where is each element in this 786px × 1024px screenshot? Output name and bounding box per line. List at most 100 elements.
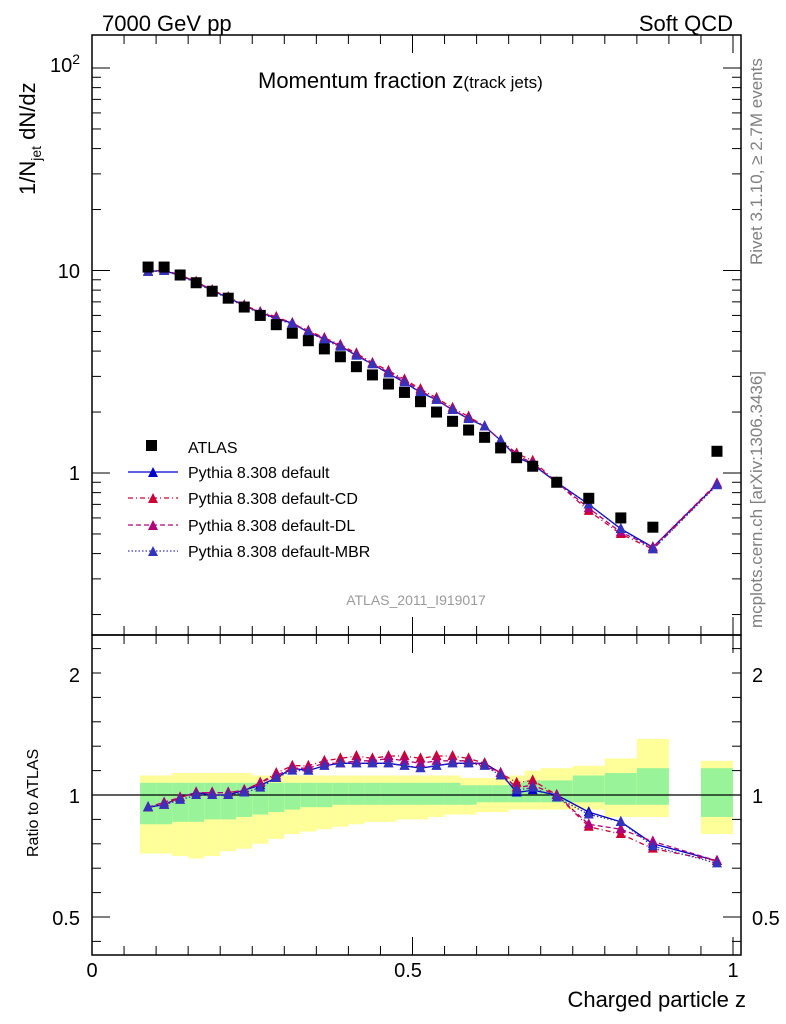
rivet-version-label: Rivet 3.1.10, ≥ 2.7M events [747,58,766,265]
ratio-y-tick-label-2-right: 2 [752,665,763,687]
atlas-data-point [142,261,154,273]
y-tick-label-1: 1 [69,463,80,485]
ratio-series-marker [303,764,314,775]
ratio-data-layer [143,749,722,868]
atlas-data-point [318,343,330,355]
legend-label-atlas: ATLAS [188,440,238,457]
ratio-series-marker [647,840,658,851]
ratio-series-marker [495,769,506,780]
atlas-data-point [415,396,427,408]
y-tick-label-100: 102 [50,51,80,77]
ratio-series-line [148,762,718,864]
ratio-series-marker [383,757,394,768]
legend-label-dl: Pythia 8.308 default-DL [188,518,355,535]
atlas-data-point [350,361,362,373]
main-series-marker [615,522,626,533]
ratio-band-inner [428,782,445,805]
main-series-marker [383,367,394,378]
main-series-marker [335,340,346,351]
main-series-marker [711,479,722,490]
ratio-y-tick-label-05-left: 0.5 [52,908,80,930]
main-series-marker [447,403,458,414]
main-data-layer [142,261,723,554]
ratio-band-inner [572,775,605,803]
main-series-line [148,269,718,551]
ratio-series-marker [159,798,170,809]
main-series-marker [463,412,474,423]
atlas-data-point [222,292,234,304]
main-series-marker [319,333,330,344]
x-tick-label-0: 0 [86,960,97,982]
main-series-marker [351,349,362,360]
main-series-marker [399,376,410,387]
ratio-band-inner [364,782,381,805]
ratio-band-inner [444,782,461,805]
ratio-series-marker [271,771,282,782]
mcplots-reference-label: mcplots.cern.ch [arXiv:1306.3436] [747,371,766,628]
atlas-data-point [551,476,563,488]
ratio-band-inner [700,768,733,817]
ratio-y-tick-label-1-left: 1 [69,786,80,808]
ratio-series-marker [527,781,538,792]
main-series-marker [415,386,426,397]
ratio-series-marker [711,857,722,868]
atlas-data-point [286,327,298,339]
main-series-marker [367,358,378,369]
ratio-band-inner [476,785,493,803]
legend-label-mbr: Pythia 8.308 default-MBR [188,544,370,561]
ratio-y-axis-label: Ratio to ATLAS [25,749,42,857]
atlas-data-point [382,378,394,390]
main-series-marker [303,326,314,337]
ratio-series-marker [287,764,298,775]
ratio-y-tick-label-1-right: 1 [752,786,763,808]
legend-label-default: Pythia 8.308 default [188,465,330,482]
ratio-series-marker [463,757,474,768]
ratio-series-marker [191,789,202,799]
ratio-y-tick-label-05-right: 0.5 [752,908,780,930]
legend-label-cd: Pythia 8.308 default-CD [188,491,358,508]
atlas-data-point [447,415,459,427]
atlas-data-point [270,319,282,331]
header-process-label: Soft QCD [639,11,733,36]
ratio-band-inner [284,782,301,810]
x-tick-label-05: 0.5 [394,960,422,982]
atlas-data-point [479,431,491,443]
legend-marker-mbr [148,546,158,556]
ratio-series-line [147,757,718,862]
ratio-axis-ticks [91,635,741,955]
ratio-series-marker [551,791,562,802]
main-series-marker [647,543,658,554]
ratio-series-marker [351,757,362,768]
main-series-marker [495,434,506,445]
ratio-series-marker [415,762,426,773]
ratio-band-inner [492,785,509,803]
main-series-marker [287,317,298,328]
atlas-data-point [583,492,595,504]
legend-marker-atlas [146,440,157,451]
atlas-data-point [527,460,539,472]
ratio-series-marker [255,781,266,792]
main-axis-ticks [91,35,741,635]
ratio-series-line [148,755,718,862]
ratio-series-marker [479,759,490,770]
atlas-data-point [254,309,266,321]
y-tick-label-10: 10 [58,261,80,283]
atlas-data-point [647,521,659,533]
ratio-series-marker [335,757,346,768]
x-tick-label-1: 1 [727,960,738,982]
ratio-series-marker [223,789,234,799]
atlas-data-point [398,386,410,398]
ratio-band-inner [636,768,669,805]
legend-marker-dl [148,520,158,530]
atlas-data-point [302,335,314,347]
atlas-data-point [615,512,627,524]
ratio-series-marker [431,759,442,770]
ratio-series-marker [319,759,330,770]
ratio-panel: 2 1 0.5 2 1 0.5 Ratio to ATLAS 0 0.5 1 C… [25,634,780,1012]
ratio-series-marker [615,823,626,834]
atlas-data-point [431,406,443,418]
atlas-data-point [174,269,186,281]
main-panel: 102 10 1 1/Njet dN/dz Momentum fraction … [15,34,742,636]
ratio-y-tick-label-2-left: 2 [69,665,80,687]
